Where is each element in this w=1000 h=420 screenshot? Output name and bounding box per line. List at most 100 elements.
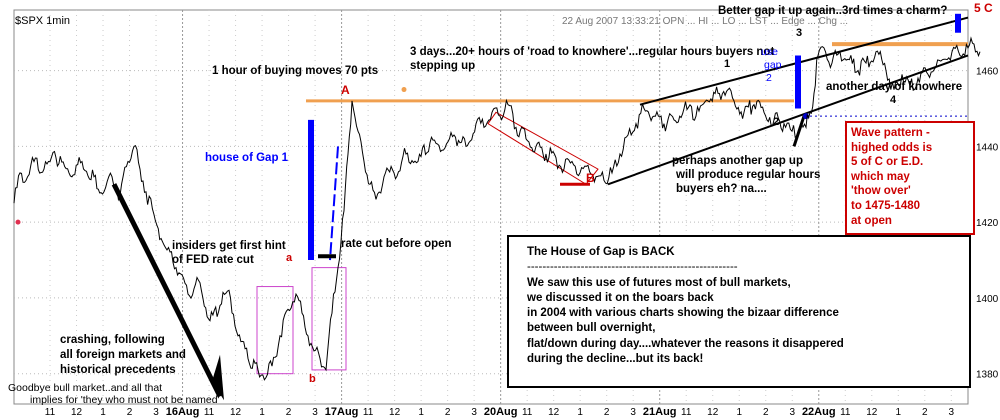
- textbox-line: flat/down during day....whatever the rea…: [527, 337, 844, 350]
- wave-B-channel: [487, 111, 599, 185]
- annotation-insiders-2: of FED rate cut: [172, 254, 254, 266]
- x-tick-label: 22Aug: [802, 406, 836, 418]
- x-tick-label: 12: [230, 407, 242, 418]
- corner-label: 5 C: [974, 1, 993, 15]
- x-tick-label: 11: [681, 407, 692, 418]
- annotation-crashing-3: historical precedents: [60, 364, 176, 376]
- lower-trend-line: [607, 54, 969, 186]
- annotation-another-day: another day of knowhere: [826, 81, 963, 93]
- wave-label-3: 3: [796, 27, 803, 39]
- x-tick-label: 1: [259, 407, 265, 418]
- x-tick-label: 2: [604, 407, 610, 418]
- chart-title: $SPX 1min: [15, 15, 70, 27]
- chart-series: [13, 36, 981, 381]
- x-tick-label: 11: [45, 407, 56, 418]
- annotation-insiders-1: insiders get first hint: [172, 240, 286, 252]
- annotation-one-hour: 1 hour of buying moves 70 pts: [212, 65, 379, 77]
- x-tick-label: 3: [789, 407, 795, 418]
- x-tick-label: 12: [548, 407, 560, 418]
- x-tick-label: 3: [630, 407, 636, 418]
- x-tick-label: 1: [418, 407, 424, 418]
- x-tick-label: 2: [763, 407, 769, 418]
- wave-label-2: 2: [773, 116, 780, 128]
- price-line: [13, 36, 981, 381]
- textbox-title: The House of Gap is BACK: [527, 246, 675, 258]
- x-tick-label: 11: [840, 407, 851, 418]
- x-tick-label: 3: [471, 407, 477, 418]
- wave-label-b: b: [309, 373, 316, 385]
- annotation-rate-cut: rate cut before open: [341, 238, 452, 250]
- wave-label-A: A: [341, 83, 350, 97]
- x-tick-label: 17Aug: [325, 406, 359, 418]
- wave-pattern-box: Wave pattern - highed odds is 5 of C or …: [845, 121, 975, 235]
- wave-label-1: 1: [724, 58, 731, 70]
- x-tick-label: 2: [127, 407, 133, 418]
- x-tick-label: 12: [707, 407, 719, 418]
- x-tick-label: 2: [445, 407, 451, 418]
- x-tick-label: 12: [389, 407, 401, 418]
- crash-arrow: [111, 183, 223, 398]
- annotation-three-days-2: stepping up: [410, 60, 476, 72]
- wavebox-line: 5 of C or E.D.: [851, 156, 924, 169]
- x-tick-label: 1: [736, 407, 742, 418]
- gap2-label-2: gap: [764, 59, 782, 71]
- textbox-line: we discussed it on the boars back: [527, 291, 714, 304]
- wavebox-line: highed odds is: [851, 141, 933, 154]
- wavebox-line: which may: [851, 170, 910, 183]
- y-tick-label: 1460: [976, 67, 999, 78]
- crash-arrowhead: [212, 354, 224, 401]
- x-tick-label: 16Aug: [166, 406, 200, 418]
- y-tick-label: 1440: [976, 142, 999, 153]
- x-tick-label: 21Aug: [643, 406, 677, 418]
- header-faint-text: 22 Aug 2007 13:33:21 OPN ... HI ... LO .…: [562, 16, 848, 27]
- annotation-perhaps-2: will produce regular hours: [676, 169, 821, 181]
- wavebox-line: 'thow over': [851, 185, 911, 198]
- x-tick-label: 11: [204, 407, 215, 418]
- x-tick-label: 1: [577, 407, 583, 418]
- wavebox-line: Wave pattern -: [851, 127, 930, 139]
- annotation-crashing-2: all foreign markets and: [60, 349, 186, 361]
- x-tick-label: 1: [896, 407, 902, 418]
- x-tick-label: 12: [866, 407, 878, 418]
- annotation-implies: implies for 'they who must not be named': [30, 394, 220, 406]
- annotation-goodbye: Goodbye bull market..and all that: [8, 382, 163, 394]
- annotation-better-gap: Better gap it up again..3rd times a char…: [718, 5, 948, 17]
- textbox-line: during the decline...but its back!: [527, 353, 704, 366]
- wave-label-B: B: [586, 171, 595, 185]
- x-tick-label: 11: [363, 407, 374, 418]
- y-tick-label: 1380: [976, 370, 999, 381]
- gap-1-dash: [329, 146, 339, 261]
- y-tick-label: 1400: [976, 294, 999, 305]
- chart-grid: [13, 9, 969, 405]
- chart-extras: [15, 13, 969, 401]
- wavebox-line: at open: [851, 214, 892, 227]
- x-tick-label: 3: [312, 407, 318, 418]
- x-tick-label: 3: [949, 407, 955, 418]
- house-of-gap-textbox: The House of Gap is BACK ---------------…: [507, 235, 971, 388]
- x-tick-label: 11: [522, 407, 533, 418]
- gap2-label-1: use: [761, 46, 778, 58]
- annotation-crashing-1: crashing, following: [60, 334, 165, 346]
- textbox-line: We saw this use of futures most of bull …: [527, 276, 791, 289]
- textbox-line: between bull overnight,: [527, 322, 656, 335]
- x-tick-label: 2: [922, 407, 928, 418]
- start-dot: [15, 219, 21, 225]
- gap2-label-3: 2: [766, 72, 772, 84]
- x-tick-label: 3: [153, 407, 159, 418]
- wave-label-4: 4: [890, 94, 897, 106]
- x-tick-label: 2: [286, 407, 292, 418]
- annotation-dot: [401, 87, 407, 93]
- x-tick-label: 12: [71, 407, 83, 418]
- x-tick-label: 1: [100, 407, 106, 418]
- wavebox-line: to 1475-1480: [851, 199, 921, 212]
- y-tick-label: 1420: [976, 218, 999, 229]
- wave-a-box: [256, 286, 294, 375]
- annotation-perhaps-1: perhaps another gap up: [672, 155, 803, 167]
- wave-b-box: [311, 267, 347, 371]
- x-tick-label: 20Aug: [484, 406, 518, 418]
- textbox-line: in 2004 with various charts showing the …: [527, 307, 839, 320]
- textbox-divider: ----------------------------------------…: [527, 261, 738, 274]
- annotation-perhaps-3: buyers eh? na....: [676, 183, 767, 195]
